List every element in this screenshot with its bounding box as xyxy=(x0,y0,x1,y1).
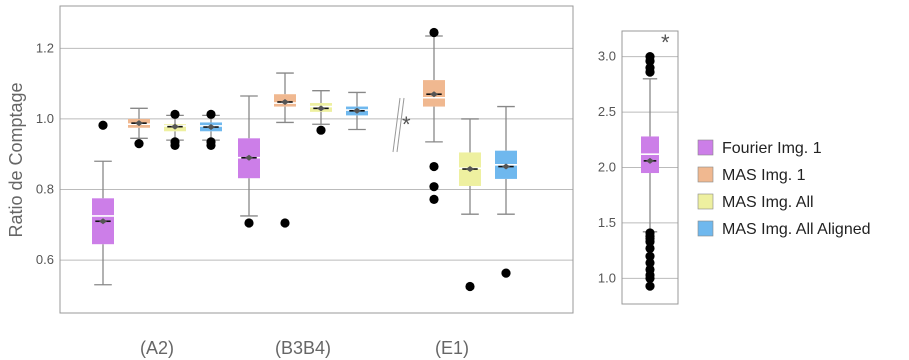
box-mas-img-all-cat1-mean-marker xyxy=(317,105,325,112)
legend-label-3: MAS Img. All Aligned xyxy=(722,221,871,238)
legend-swatch-1 xyxy=(697,166,714,183)
main-chart-category-labels: (A2) (B3B4) (E1) xyxy=(140,338,469,358)
box-mas-img-all-aligned-cat0-outlier-0 xyxy=(206,109,216,119)
main-chart-frame xyxy=(59,5,574,314)
inset-asterisk: * xyxy=(661,30,670,55)
inset-y-tick-label: 1.0 xyxy=(598,270,616,285)
legend-swatch-0 xyxy=(697,139,714,156)
legend-label-0: Fourier Img. 1 xyxy=(722,140,822,157)
box-mas-img-1-cat1-outlier-0 xyxy=(280,218,290,228)
legend: Fourier Img. 1 MAS Img. 1 MAS Img. All MAS … xyxy=(697,139,871,238)
box-fourier-img-1-cat0-mean-marker xyxy=(99,218,107,225)
inset-box-fourier-outlier-14 xyxy=(645,281,655,291)
inset-y-tick-label: 3.0 xyxy=(598,49,616,64)
box-mas-img-1-cat0-mean-marker xyxy=(135,120,143,127)
box-mas-img-all-aligned-cat0-mean-marker xyxy=(207,124,215,131)
main-y-tick-label: 1.0 xyxy=(36,111,54,126)
inset-box-fourier-outlier-7 xyxy=(645,237,655,247)
box-mas-img-all-cat2-mean-marker xyxy=(466,166,474,173)
box-mas-img-1-cat2-outlier-0 xyxy=(429,27,439,38)
axis-break-marker xyxy=(392,97,405,153)
inset-y-tick-label: 1.5 xyxy=(598,215,616,230)
box-fourier-img-1-cat0-outlier-0 xyxy=(98,120,108,130)
box-mas-img-1-cat1-mean-marker xyxy=(281,98,289,105)
box-mas-img-1-cat2-outlier-3 xyxy=(429,194,439,204)
box-mas-img-1-cat2-outlier-1 xyxy=(429,161,439,172)
inset-y-tick-label: 2.5 xyxy=(598,104,616,119)
box-mas-img-all-cat0-outlier-2 xyxy=(170,140,180,150)
main-y-tick-label: 1.2 xyxy=(36,40,54,55)
main-chart-boxes xyxy=(92,27,517,292)
inset-chart-y-tick-labels: 1.0 1.5 2.0 2.5 3.0 xyxy=(598,49,616,286)
inset-chart-boxes xyxy=(641,52,659,291)
inset-box-fourier-outlier-13 xyxy=(645,273,655,283)
box-mas-img-1-cat2-mean-marker xyxy=(430,91,438,98)
inset-box-fourier-outlier-9 xyxy=(645,251,655,261)
box-fourier-img-1-cat1-mean-marker xyxy=(245,154,253,161)
y-axis-label: Ratio de Comptage xyxy=(6,82,26,237)
inset-box-fourier-outlier-3 xyxy=(645,67,655,77)
category-label-2: (E1) xyxy=(435,338,469,358)
box-mas-img-all-aligned-cat0-outlier-2 xyxy=(206,140,216,150)
box-mas-img-all-cat0-outlier-0 xyxy=(170,109,180,119)
box-mas-img-1-cat2-outlier-2 xyxy=(429,182,439,192)
legend-swatch-2 xyxy=(697,193,714,210)
inset-box-fourier-outlier-10 xyxy=(645,258,655,268)
box-mas-img-all-cat0-mean-marker xyxy=(171,123,179,130)
main-chart-y-tick-labels: 0.6 0.8 1.0 1.2 xyxy=(36,40,54,267)
box-mas-img-all-aligned-cat2-outlier-0 xyxy=(501,268,511,278)
box-fourier-img-1-cat1-outlier-0 xyxy=(244,218,254,228)
main-y-tick-label: 0.8 xyxy=(36,181,54,196)
box-mas-img-1-cat0-outlier-0 xyxy=(134,139,144,149)
legend-label-2: MAS Img. All xyxy=(722,194,814,211)
box-mas-img-all-cat1-outlier-0 xyxy=(316,125,326,135)
inset-box-fourier-mean-marker xyxy=(646,157,654,164)
inset-box-fourier-outlier-8 xyxy=(645,243,655,254)
break-asterisk: * xyxy=(402,112,411,137)
main-y-tick-label: 0.6 xyxy=(36,252,54,267)
box-mas-img-all-aligned-cat1-mean-marker xyxy=(353,107,361,114)
inset-chart-frame xyxy=(621,30,679,305)
inset-y-tick-label: 2.0 xyxy=(598,160,616,175)
category-label-0: (A2) xyxy=(140,338,174,358)
legend-swatch-3 xyxy=(697,220,714,237)
box-mas-img-all-cat2-outlier-0 xyxy=(465,281,475,292)
category-label-1: (B3B4) xyxy=(275,338,331,358)
box-mas-img-all-aligned-cat2-mean-marker xyxy=(502,163,510,170)
inset-box-fourier-outlier-1 xyxy=(645,56,655,66)
legend-label-1: MAS Img. 1 xyxy=(722,167,806,184)
